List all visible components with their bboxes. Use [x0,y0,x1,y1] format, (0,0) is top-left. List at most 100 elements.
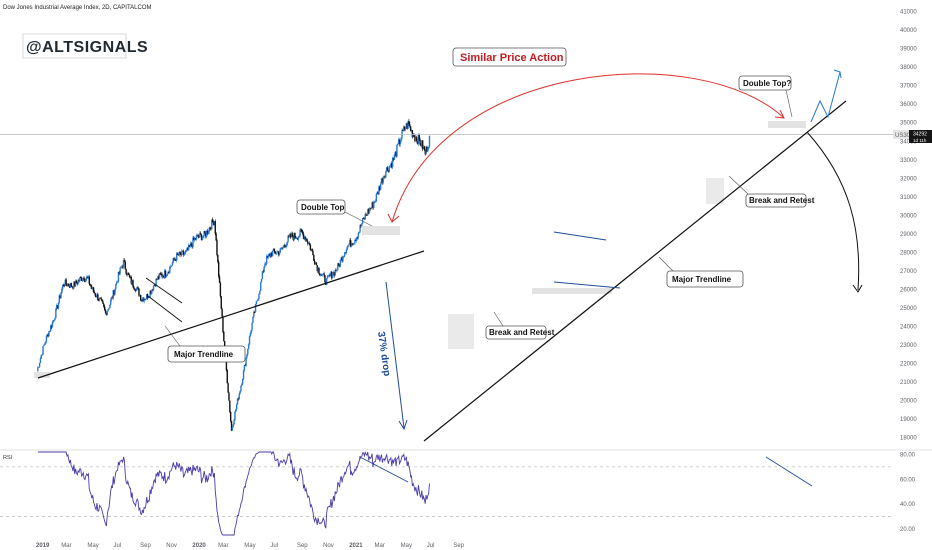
candle-body [395,152,397,157]
candle-body [48,331,50,337]
major-trendline-left [37,250,425,379]
candle-body [312,251,314,256]
candle-body [63,285,66,286]
candle-body [93,291,96,294]
candle-body [56,305,59,309]
candle-body [52,320,54,323]
candle-body [202,236,204,238]
x-tick-label: May [87,543,98,549]
candle-body [330,271,332,276]
candle-body [94,293,96,296]
candle-body [196,234,198,236]
major-trendline-right-label: Major Trendline [672,275,732,284]
candle-body [322,273,324,275]
candle-body [160,274,162,276]
candle-body [359,225,361,232]
callout-double-top-question: Double Top? [738,75,793,118]
candle-body [347,245,349,247]
candle-body [47,334,49,337]
rsi-tick-label: 80.00 [900,452,916,458]
candle-body [392,158,395,160]
candle-body [292,236,294,240]
zone-break-retest-right [706,178,724,204]
rsi-divergence-right [765,456,813,487]
candle-body [83,277,85,281]
y-tick-label: 31000 [900,195,917,201]
x-tick-label: Jul [427,543,435,549]
candle-body [41,354,43,356]
candle-body [332,271,335,276]
y-tick-label: 28000 [900,250,917,256]
candle-body [362,218,365,219]
candle-body [400,137,402,141]
candle-body [415,137,418,142]
candle-body [218,276,221,283]
candle-body [174,259,176,261]
candle-body [401,129,403,138]
candle-body [361,223,363,227]
candle-body [209,227,211,229]
candle-body [287,235,289,242]
candle-body [356,237,359,239]
candle-body [327,275,330,277]
candle-body [226,370,228,384]
candle-body [340,257,342,260]
candle-body [116,281,119,283]
candle-body [265,256,268,264]
candle-body [193,238,196,241]
candle-body [305,238,307,241]
candle-body [372,202,374,208]
candle-body [145,298,147,300]
candle-body [282,247,284,249]
candle-body [139,294,142,301]
candle-body [233,419,235,425]
candle-body [319,273,321,276]
candle-body [50,325,52,332]
candle-body [271,253,273,257]
candle-body [238,393,240,400]
candle-body [194,238,197,240]
candle-body [316,265,318,271]
candle-body [60,292,62,298]
candle-body [108,308,110,309]
candle-body [249,333,252,337]
candle-body [192,237,194,247]
candle-body [156,278,158,280]
candle-body [43,345,45,347]
candle-body [396,144,398,157]
candle-body [80,277,83,281]
flag-top-line [145,277,183,304]
candle-body [116,282,118,284]
candle-body [329,275,331,276]
candle-body [227,383,229,393]
candle-body [110,297,113,301]
watermark-handle: @ALTSIGNALS [26,39,148,56]
x-tick-label: Sep [140,543,151,549]
candle-body [348,244,350,246]
candle-body [219,282,222,297]
candle-body [157,276,160,279]
candle-body [95,295,97,298]
y-tick-label: 18000 [900,436,917,442]
candle-body [154,284,156,287]
candle-body [262,271,264,273]
candle-body [384,176,386,178]
candle-body [199,233,201,238]
candle-body [309,244,312,250]
candle-body [214,221,216,234]
break-retest-left-label: Break and Retest [489,328,555,337]
candle-body [366,214,368,216]
candle-body [149,291,151,298]
candle-body [409,124,411,127]
candle-body [403,126,405,131]
candle-body [173,258,175,260]
bullish-projection-arrowhead [833,69,842,79]
candle-body [283,245,285,248]
candle-body [191,245,193,247]
candle-body [250,330,252,334]
candle-body [66,283,68,286]
candle-body [92,287,94,289]
candle-body [251,322,253,331]
candle-body [114,288,116,295]
